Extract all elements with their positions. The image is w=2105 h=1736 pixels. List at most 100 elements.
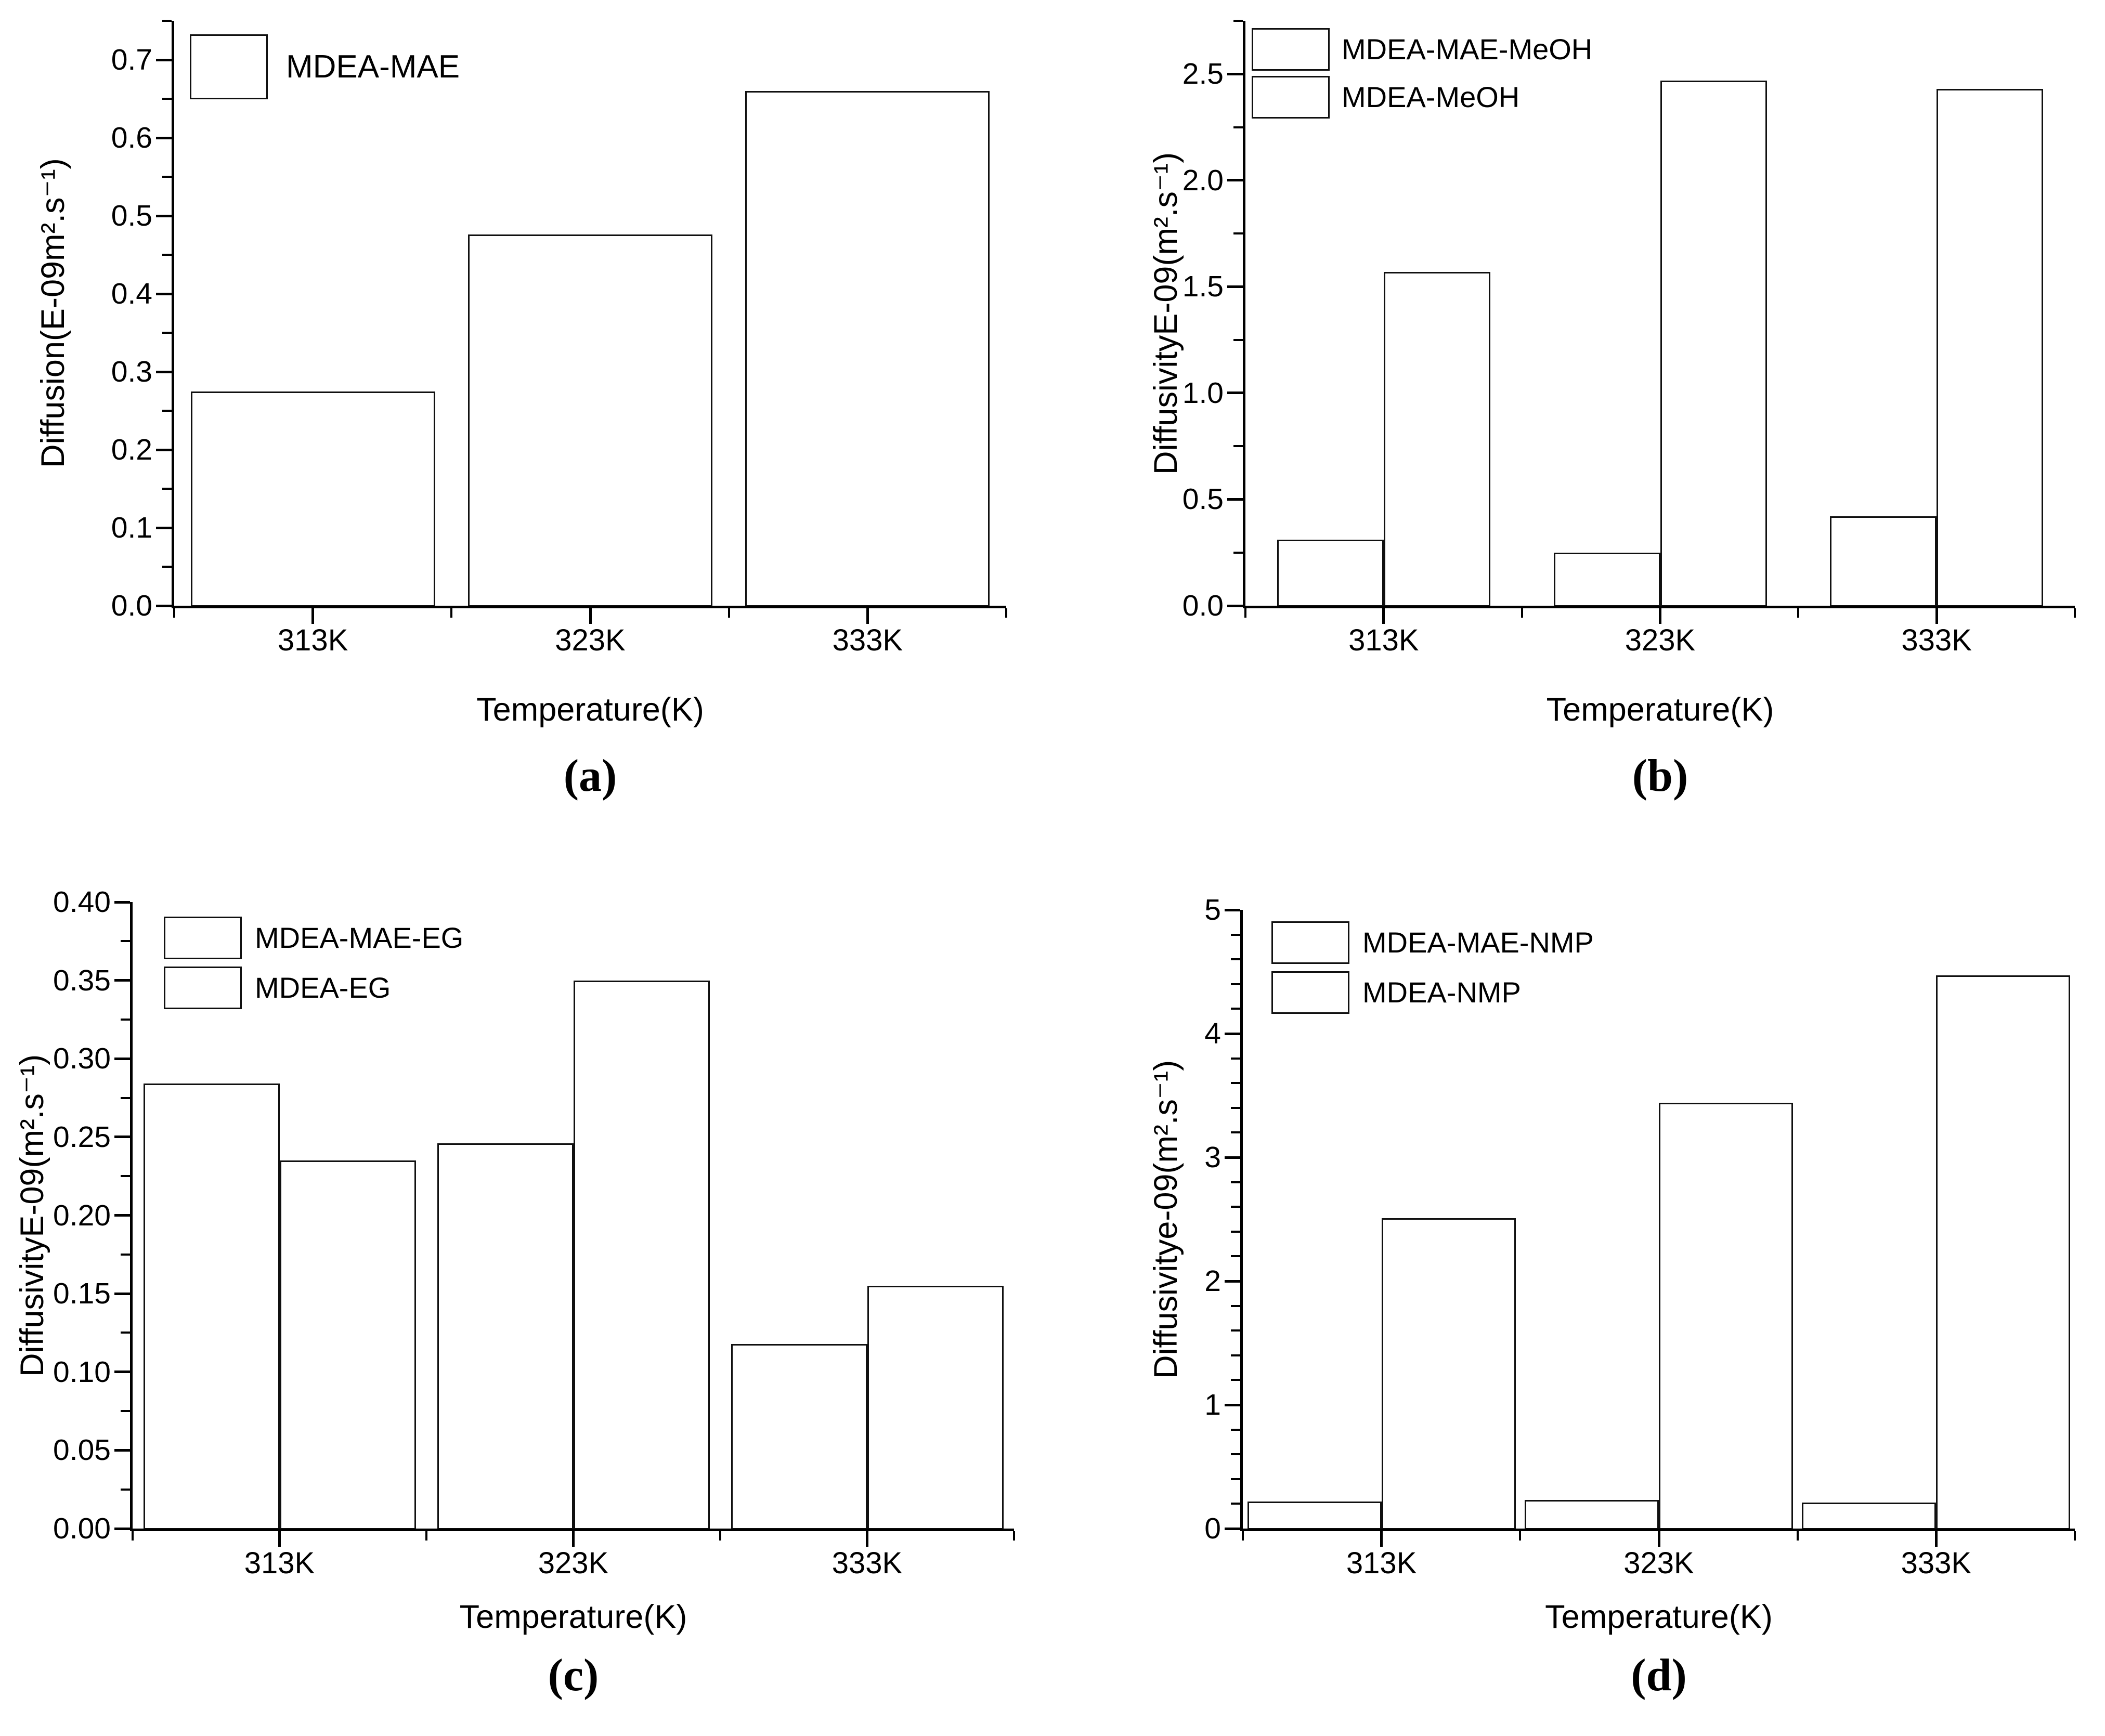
- y-major-tick: [114, 1057, 130, 1060]
- y-tick-label: 0.3: [111, 355, 152, 388]
- x-axis-bottom-spine: [1243, 606, 2075, 608]
- bar: [731, 1343, 867, 1530]
- legend-label: MDEA-MeOH: [1342, 81, 1520, 113]
- y-minor-tick: [1231, 1230, 1240, 1233]
- panel-caption: (d): [1631, 1650, 1687, 1701]
- legend-label: MDEA-NMP: [1362, 976, 1521, 1009]
- y-minor-tick: [1231, 1329, 1240, 1332]
- x-category-label: 333K: [1901, 1546, 1972, 1580]
- y-minor-tick: [1231, 1379, 1240, 1381]
- y-axis-left-spine: [1240, 910, 1243, 1531]
- x-category-label: 323K: [555, 623, 626, 657]
- bar: [1936, 975, 2071, 1530]
- x-axis-title: Temperature(K): [459, 1599, 687, 1635]
- x-minor-tick: [173, 608, 175, 618]
- y-minor-tick: [1231, 983, 1240, 985]
- y-tick-label: 0: [1204, 1512, 1221, 1545]
- x-axis-title: Temperature(K): [1545, 1599, 1773, 1635]
- legend-label: MDEA-MAE-NMP: [1362, 926, 1594, 959]
- legend-label: MDEA-MAE-MeOH: [1342, 33, 1593, 66]
- x-axis-title: Temperature(K): [1546, 691, 1774, 728]
- y-tick-label: 0.1: [111, 511, 152, 544]
- x-axis-bottom-spine: [130, 1529, 1014, 1531]
- bar: [1659, 1103, 1793, 1530]
- y-minor-tick: [1231, 1106, 1240, 1109]
- y-minor-tick: [1231, 1478, 1240, 1480]
- x-major-tick: [866, 1531, 868, 1547]
- legend-label: MDEA-MAE-EG: [255, 921, 464, 954]
- y-tick-label: 2.0: [1182, 163, 1224, 197]
- y-axis-left-spine: [130, 902, 133, 1531]
- bar: [468, 234, 712, 607]
- y-minor-tick: [162, 488, 172, 490]
- y-tick-label: 0.25: [53, 1120, 111, 1154]
- y-tick-label: 0.4: [111, 277, 152, 310]
- x-category-label: 333K: [1901, 623, 1972, 657]
- y-tick-label: 1: [1204, 1388, 1221, 1421]
- y-major-tick: [114, 1292, 130, 1295]
- x-minor-tick: [1796, 1531, 1799, 1541]
- y-major-tick: [156, 58, 172, 61]
- x-major-tick: [1934, 1531, 1938, 1547]
- y-tick-label: 0.15: [53, 1277, 111, 1311]
- y-minor-tick: [121, 1018, 130, 1021]
- y-tick-label: 4: [1204, 1017, 1221, 1050]
- y-minor-tick: [1233, 338, 1243, 341]
- x-category-label: 333K: [831, 1546, 903, 1580]
- y-minor-tick: [162, 254, 172, 256]
- x-minor-tick: [1521, 608, 1523, 618]
- y-minor-tick: [1231, 1428, 1240, 1431]
- x-major-tick: [866, 608, 869, 624]
- x-minor-tick: [2074, 608, 2076, 618]
- y-minor-tick: [1231, 1008, 1240, 1010]
- y-minor-tick: [1231, 933, 1240, 936]
- x-category-label: 323K: [1623, 1546, 1694, 1580]
- y-major-tick: [1225, 1527, 1240, 1530]
- y-axis-title: DiffusivityE-09(m².s⁻¹): [1148, 152, 1184, 475]
- x-minor-tick: [719, 1531, 721, 1541]
- y-tick-label: 0.00: [53, 1512, 111, 1545]
- panel-caption: (a): [563, 751, 617, 801]
- x-category-label: 313K: [1346, 1546, 1417, 1580]
- bar: [1830, 516, 1937, 607]
- legend-swatch: [164, 917, 242, 959]
- bar: [1553, 552, 1660, 607]
- x-major-tick: [1935, 608, 1938, 624]
- y-major-tick: [156, 604, 172, 607]
- x-axis-title: Temperature(K): [476, 691, 704, 728]
- y-tick-label: 2: [1204, 1264, 1221, 1298]
- y-major-tick: [1227, 285, 1243, 288]
- bar: [867, 1286, 1004, 1530]
- x-category-label: 333K: [832, 623, 903, 657]
- y-major-tick: [114, 979, 130, 982]
- y-tick-label: 0.5: [1182, 482, 1224, 516]
- x-major-tick: [572, 1531, 575, 1547]
- y-major-tick: [156, 136, 172, 139]
- y-tick-label: 1.5: [1182, 270, 1224, 304]
- x-category-label: 323K: [1625, 623, 1696, 657]
- y-tick-label: 0.2: [111, 433, 152, 466]
- y-minor-tick: [1233, 232, 1243, 235]
- bar: [437, 1143, 574, 1530]
- y-minor-tick: [1231, 1255, 1240, 1258]
- y-major-tick: [1227, 498, 1243, 501]
- x-major-tick: [1657, 1531, 1660, 1547]
- x-minor-tick: [132, 1531, 134, 1541]
- x-minor-tick: [727, 608, 730, 618]
- y-major-tick: [156, 448, 172, 451]
- y-minor-tick: [1231, 1503, 1240, 1505]
- legend-swatch: [190, 34, 268, 99]
- bar: [279, 1160, 416, 1530]
- y-major-tick: [114, 900, 130, 904]
- y-minor-tick: [121, 1097, 130, 1099]
- bar: [1802, 1503, 1937, 1530]
- y-minor-tick: [1231, 1354, 1240, 1356]
- y-tick-label: 5: [1204, 893, 1221, 926]
- y-major-tick: [1225, 1403, 1240, 1406]
- y-minor-tick: [1231, 1181, 1240, 1183]
- x-major-tick: [278, 1531, 281, 1547]
- y-major-tick: [1227, 72, 1243, 75]
- y-tick-label: 3: [1204, 1141, 1221, 1174]
- y-major-tick: [1225, 908, 1240, 911]
